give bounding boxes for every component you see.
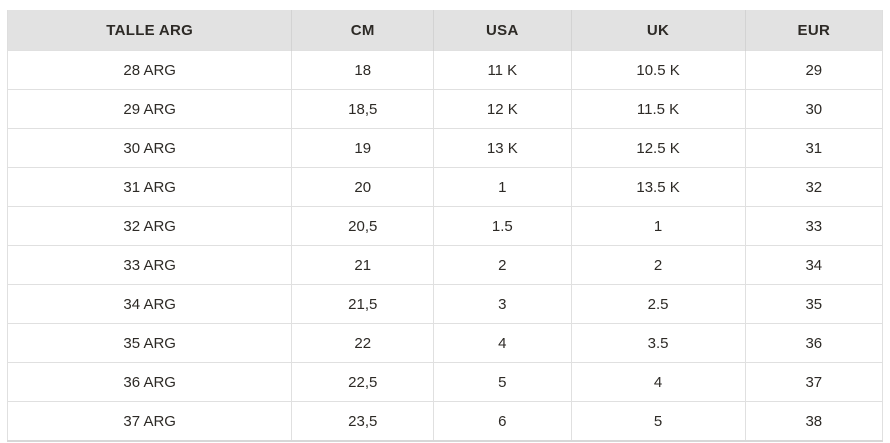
table-row: 32 ARG 20,5 1.5 1 33 xyxy=(6,206,884,246)
cell-talle-arg: 31 ARG xyxy=(6,167,293,207)
cell-cm: 18,5 xyxy=(291,89,435,129)
cell-talle-arg: 32 ARG xyxy=(6,206,293,246)
cell-uk: 2.5 xyxy=(570,284,746,324)
cell-cm: 20,5 xyxy=(291,206,435,246)
cell-eur: 30 xyxy=(744,89,884,129)
size-conversion-table: TALLE ARG CM USA UK EUR 28 ARG 18 11 K 10.5 K 29… xyxy=(6,10,884,442)
cell-usa: 3 xyxy=(433,284,572,324)
cell-usa: 12 K xyxy=(433,89,572,129)
cell-uk: 12.5 K xyxy=(570,128,746,168)
cell-talle-arg: 30 ARG xyxy=(6,128,293,168)
cell-eur: 31 xyxy=(744,128,884,168)
table-body: 28 ARG 18 11 K 10.5 K 29 29 ARG 18,5 12 K 11.5 K… xyxy=(6,50,884,442)
cell-cm: 19 xyxy=(291,128,435,168)
cell-eur: 36 xyxy=(744,323,884,363)
table-row: 28 ARG 18 11 K 10.5 K 29 xyxy=(6,50,884,90)
cell-uk: 3.5 xyxy=(570,323,746,363)
cell-eur: 34 xyxy=(744,245,884,285)
cell-uk: 4 xyxy=(570,362,746,402)
cell-uk: 2 xyxy=(570,245,746,285)
cell-uk: 11.5 K xyxy=(570,89,746,129)
table-row: 33 ARG 21 2 2 34 xyxy=(6,245,884,285)
cell-cm: 18 xyxy=(291,50,435,90)
cell-eur: 37 xyxy=(744,362,884,402)
cell-eur: 38 xyxy=(744,401,884,442)
cell-talle-arg: 37 ARG xyxy=(6,401,293,442)
cell-talle-arg: 33 ARG xyxy=(6,245,293,285)
cell-uk: 13.5 K xyxy=(570,167,746,207)
cell-eur: 32 xyxy=(744,167,884,207)
cell-talle-arg: 36 ARG xyxy=(6,362,293,402)
column-header-cm: CM xyxy=(291,10,435,51)
table-header: TALLE ARG CM USA UK EUR xyxy=(7,10,883,51)
cell-uk: 5 xyxy=(570,401,746,442)
cell-talle-arg: 29 ARG xyxy=(6,89,293,129)
cell-eur: 35 xyxy=(744,284,884,324)
table-row: 34 ARG 21,5 3 2.5 35 xyxy=(6,284,884,324)
table-row: 31 ARG 20 1 13.5 K 32 xyxy=(6,167,884,207)
cell-eur: 29 xyxy=(744,50,884,90)
table-row: 37 ARG 23,5 6 5 38 xyxy=(6,401,884,442)
cell-cm: 21,5 xyxy=(291,284,435,324)
cell-eur: 33 xyxy=(744,206,884,246)
cell-uk: 10.5 K xyxy=(570,50,746,90)
column-header-talle-arg: TALLE ARG xyxy=(7,10,293,51)
cell-cm: 21 xyxy=(291,245,435,285)
cell-cm: 22,5 xyxy=(291,362,435,402)
cell-usa: 1 xyxy=(433,167,572,207)
cell-usa: 5 xyxy=(433,362,572,402)
cell-talle-arg: 28 ARG xyxy=(6,50,293,90)
cell-cm: 20 xyxy=(291,167,435,207)
header-row: TALLE ARG CM USA UK EUR xyxy=(7,10,883,51)
table-row: 35 ARG 22 4 3.5 36 xyxy=(6,323,884,363)
cell-usa: 2 xyxy=(433,245,572,285)
table-row: 36 ARG 22,5 5 4 37 xyxy=(6,362,884,402)
column-header-eur: EUR xyxy=(744,10,883,51)
cell-usa: 6 xyxy=(433,401,572,442)
column-header-usa: USA xyxy=(433,10,572,51)
column-header-uk: UK xyxy=(570,10,746,51)
cell-talle-arg: 35 ARG xyxy=(6,323,293,363)
cell-usa: 1.5 xyxy=(433,206,572,246)
size-chart-container: TALLE ARG CM USA UK EUR 28 ARG 18 11 K 10.5 K 29… xyxy=(6,10,884,442)
cell-usa: 13 K xyxy=(433,128,572,168)
cell-cm: 22 xyxy=(291,323,435,363)
cell-talle-arg: 34 ARG xyxy=(6,284,293,324)
table-row: 29 ARG 18,5 12 K 11.5 K 30 xyxy=(6,89,884,129)
table-row: 30 ARG 19 13 K 12.5 K 31 xyxy=(6,128,884,168)
cell-cm: 23,5 xyxy=(291,401,435,442)
cell-uk: 1 xyxy=(570,206,746,246)
cell-usa: 11 K xyxy=(433,50,572,90)
cell-usa: 4 xyxy=(433,323,572,363)
